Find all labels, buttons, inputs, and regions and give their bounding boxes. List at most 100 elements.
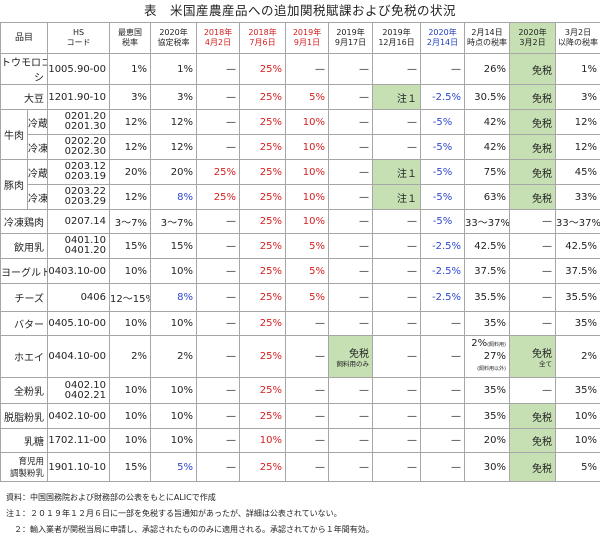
cell-dash: — (420, 452, 466, 482)
cell-dash: — (509, 258, 557, 284)
rate-after-0302: 12% (555, 109, 600, 135)
rate-0214: 35% (464, 311, 511, 336)
rate-after-0302: 12% (555, 134, 600, 160)
cell-dash: — (196, 283, 241, 312)
cell-dash: — (372, 311, 422, 336)
cell-dash: — (328, 233, 374, 259)
item-name: 大豆 (0, 84, 49, 110)
rate-2019-09-01: 10% (285, 184, 330, 210)
rate-after-0302: 1% (555, 53, 600, 85)
rate-2019-09-01: 10% (285, 209, 330, 234)
cell-dash: — (285, 311, 330, 336)
cell-dash: — (328, 428, 374, 453)
agreement-rate: 12% (150, 109, 198, 135)
cell-dash: — (328, 134, 374, 160)
cell-dash: — (420, 335, 466, 378)
header-2019-09-01: 2019年 9月1日 (285, 22, 330, 54)
cell-dash: — (196, 233, 241, 259)
hs-code: 1901.10-10 (47, 452, 111, 482)
cell-dash: — (196, 377, 241, 404)
rate-2018-07-06: 25% (239, 109, 287, 135)
table-row: 全粉乳 0402.10 0402.21 10% 10% — 25% — — — —… (0, 377, 600, 404)
rate-2020-02-14: -2.5% (420, 258, 466, 284)
cell-dash: — (196, 209, 241, 234)
header-2018-04-02: 2018年 4月2日 (196, 22, 241, 54)
rate-2020-02-14: -2.5% (420, 283, 466, 312)
item-name: トウモロコシ (0, 53, 49, 85)
cell-dash: — (328, 258, 374, 284)
rate-2019-09-01: 5% (285, 233, 330, 259)
exemption-0302: 免税 (509, 159, 557, 185)
cell-dash: — (196, 134, 241, 160)
item-subtype: 冷蔵 (26, 109, 49, 135)
rate-0214: 42% (464, 109, 511, 135)
footnote-2: ２：輸入業者が関税当局に申請し、承認されたもののみに適用される。承認されてから１… (6, 525, 374, 534)
hs-code: 0406 (47, 283, 111, 312)
agreement-rate: 12% (150, 134, 198, 160)
rate-after-0302: 2% (555, 335, 600, 378)
rate-0214: 42.5% (464, 233, 511, 259)
hs-code: 0202.20 0202.30 (47, 134, 111, 160)
rate-0214: 75% (464, 159, 511, 185)
mfn-rate: 12% (109, 184, 152, 210)
rate-2018-04-02: 25% (196, 159, 241, 185)
rate-2018-07-06: 25% (239, 159, 287, 185)
exemption-0302: 免税 (509, 403, 557, 429)
mfn-rate: 15% (109, 452, 152, 482)
rate-0214: 33～37% (464, 209, 511, 234)
cell-dash: — (328, 84, 374, 110)
cell-dash: — (285, 428, 330, 453)
header-hs: HS コード (47, 22, 111, 54)
agreement-rate: 10% (150, 377, 198, 404)
rate-after-0302: 42.5% (555, 233, 600, 259)
cell-dash: — (372, 428, 422, 453)
cell-dash: — (328, 209, 374, 234)
note-ref: 注１ (372, 159, 422, 185)
cell-dash: — (509, 233, 557, 259)
hs-code: 1702.11-00 (47, 428, 111, 453)
note-ref: 注１ (372, 184, 422, 210)
agreement-rate: 3% (150, 84, 198, 110)
rate-2018-04-02: 25% (196, 184, 241, 210)
cell-dash: — (328, 109, 374, 135)
footnote-1: 注１：２０１９年１２月６日に一部を免税する旨通知があったが、詳細は公表されていな… (6, 509, 342, 518)
rate-2020-02-14: -5% (420, 159, 466, 185)
rate-0214: 2%(飼料用) 27% (飼料用以外) (464, 335, 511, 378)
cell-dash: — (196, 311, 241, 336)
rate-2018-07-06: 25% (239, 134, 287, 160)
cell-dash: — (420, 428, 466, 453)
header-row: 品目 HS コード 最恵国 税率 2020年 協定税率 2018年 4月2日 2018年… (0, 22, 600, 54)
agreement-rate: 10% (150, 428, 198, 453)
rate-after-0302: 5% (555, 452, 600, 482)
agreement-rate: 5% (150, 452, 198, 482)
note-ref: 注１ (372, 84, 422, 110)
rate-after-0302: 35% (555, 311, 600, 336)
cell-dash: — (196, 428, 241, 453)
item-name: 冷凍鶏肉 (0, 209, 49, 234)
item-subtype: 冷蔵 (26, 159, 49, 185)
rate-2018-07-06: 25% (239, 335, 287, 378)
table-row: 冷凍 0202.20 0202.30 12% 12% — 25% 10% — — … (1, 134, 600, 160)
source-note: 資料：中国国務院および財務部の公表をもとにALICで作成 (6, 493, 216, 502)
cell-dash: — (372, 53, 422, 85)
cell-dash: — (420, 403, 466, 429)
cell-dash: — (328, 159, 374, 185)
rate-2018-07-06: 25% (239, 283, 287, 312)
table-row: 牛肉 冷蔵 0201.20 0201.30 12% 12% — 25% 10% —… (0, 109, 600, 160)
cell-dash: — (372, 283, 422, 312)
cell-dash: — (372, 377, 422, 404)
cell-dash: — (328, 311, 374, 336)
item-name: ホエイ (0, 335, 49, 378)
cell-dash: — (328, 53, 374, 85)
rate-0214: 37.5% (464, 258, 511, 284)
agreement-rate: 1% (150, 53, 198, 85)
mfn-rate: 1% (109, 53, 152, 85)
rate-2018-07-06: 25% (239, 311, 287, 336)
rate-2019-09-01: 10% (285, 159, 330, 185)
cell-dash: — (372, 258, 422, 284)
mfn-rate: 3% (109, 84, 152, 110)
cell-dash: — (196, 335, 241, 378)
rate-0214: 30% (464, 452, 511, 482)
table-row: 大豆 1201.90-10 3% 3% — 25% 5% — 注１ -2.5% … (0, 84, 600, 110)
agreement-rate: 10% (150, 258, 198, 284)
